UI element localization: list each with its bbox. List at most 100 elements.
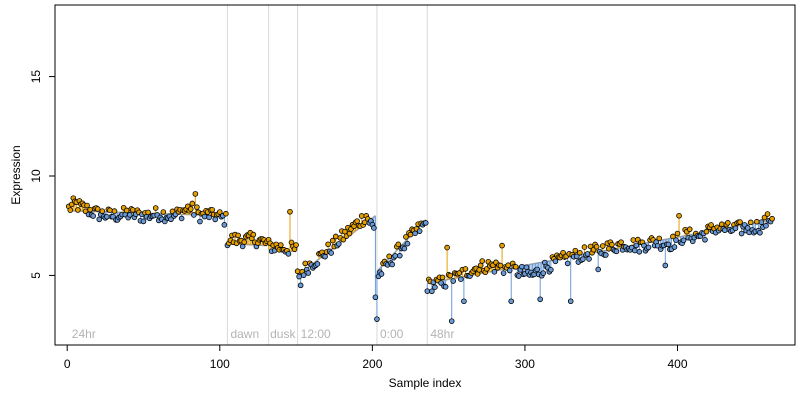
data-point: [278, 242, 284, 248]
data-point: [523, 264, 530, 271]
data-point: [178, 215, 185, 222]
data-point: [416, 228, 423, 234]
time-annotation: 0:00: [380, 327, 404, 341]
data-point: [671, 244, 678, 250]
x-tick-label: 100: [210, 357, 230, 371]
data-point: [718, 221, 725, 228]
data-point: [332, 233, 339, 240]
data-point: [404, 240, 411, 247]
data-point: [763, 222, 769, 229]
data-point: [676, 212, 682, 219]
data-point: [686, 226, 693, 233]
data-point: [548, 267, 554, 273]
data-point: [540, 270, 547, 276]
data-point: [665, 241, 672, 248]
data-point: [140, 218, 147, 225]
data-point: [519, 263, 525, 270]
data-point: [500, 270, 507, 276]
data-point: [189, 200, 196, 207]
data-point: [75, 207, 81, 213]
data-point: [516, 273, 522, 279]
x-axis: 0 100 200 300 400: [64, 344, 688, 371]
annotations: 24hr dawn dusk 12:00 0:00 48hr: [72, 327, 455, 341]
data-point: [645, 244, 652, 251]
data-point: [593, 243, 600, 250]
x-tick-label: 400: [667, 357, 687, 371]
data-point: [160, 209, 167, 215]
data-points: [65, 191, 775, 324]
data-point: [722, 227, 728, 234]
data-point: [397, 252, 403, 259]
time-annotation: 48hr: [430, 327, 454, 341]
data-point: [512, 264, 519, 270]
data-point: [581, 244, 588, 250]
data-point: [636, 248, 643, 255]
data-point: [87, 206, 93, 213]
data-point: [432, 284, 438, 290]
data-point: [618, 239, 624, 245]
time-annotation: 12:00: [301, 327, 331, 341]
data-point: [673, 237, 679, 243]
data-point: [371, 225, 377, 231]
data-point: [209, 206, 215, 213]
data-point: [499, 242, 505, 249]
data-point: [372, 294, 379, 301]
data-point: [674, 230, 681, 237]
data-point: [447, 272, 453, 279]
data-point: [329, 237, 336, 244]
x-tick-label: 0: [64, 357, 71, 371]
y-axis: 5 10 15: [29, 70, 56, 279]
data-point: [221, 222, 228, 228]
data-point: [111, 208, 118, 214]
y-tick-label: 10: [29, 169, 43, 183]
data-point: [305, 270, 312, 276]
data-point: [335, 241, 342, 247]
data-point: [294, 268, 301, 275]
data-point: [90, 213, 96, 219]
data-point: [67, 207, 74, 213]
data-point: [587, 243, 594, 250]
data-point: [567, 298, 574, 305]
data-point: [130, 207, 136, 213]
data-point: [395, 241, 402, 248]
data-point: [123, 207, 130, 214]
data-point: [603, 252, 609, 258]
data-point: [537, 296, 543, 303]
data-point: [429, 288, 435, 295]
data-point: [491, 269, 498, 275]
data-point: [340, 236, 347, 243]
data-point: [738, 230, 745, 237]
data-point: [702, 236, 708, 243]
data-point: [314, 261, 321, 267]
data-point: [194, 204, 200, 210]
data-point: [152, 205, 159, 211]
data-point: [670, 233, 676, 240]
plot-frame: [54, 4, 796, 346]
data-point: [631, 247, 638, 254]
data-point: [737, 219, 743, 225]
data-point: [769, 215, 775, 222]
data-point: [552, 258, 559, 265]
data-point: [680, 237, 687, 244]
data-point: [574, 253, 580, 260]
data-point: [392, 253, 399, 259]
data-point: [94, 206, 101, 212]
time-annotation: dawn: [230, 327, 259, 341]
divider-lines: [226, 5, 428, 345]
data-point: [107, 207, 113, 214]
x-axis-title: Sample index: [389, 376, 462, 390]
data-point: [458, 276, 464, 283]
data-point: [300, 272, 307, 278]
data-point: [732, 225, 739, 232]
data-point: [191, 212, 197, 218]
y-tick-label: 15: [29, 70, 43, 84]
data-point: [235, 232, 241, 239]
data-point: [630, 237, 637, 243]
time-annotation: dusk: [270, 327, 296, 341]
data-point: [438, 280, 444, 286]
data-point: [325, 241, 331, 248]
data-point: [223, 210, 229, 217]
data-point: [534, 266, 540, 273]
data-point: [572, 247, 579, 254]
